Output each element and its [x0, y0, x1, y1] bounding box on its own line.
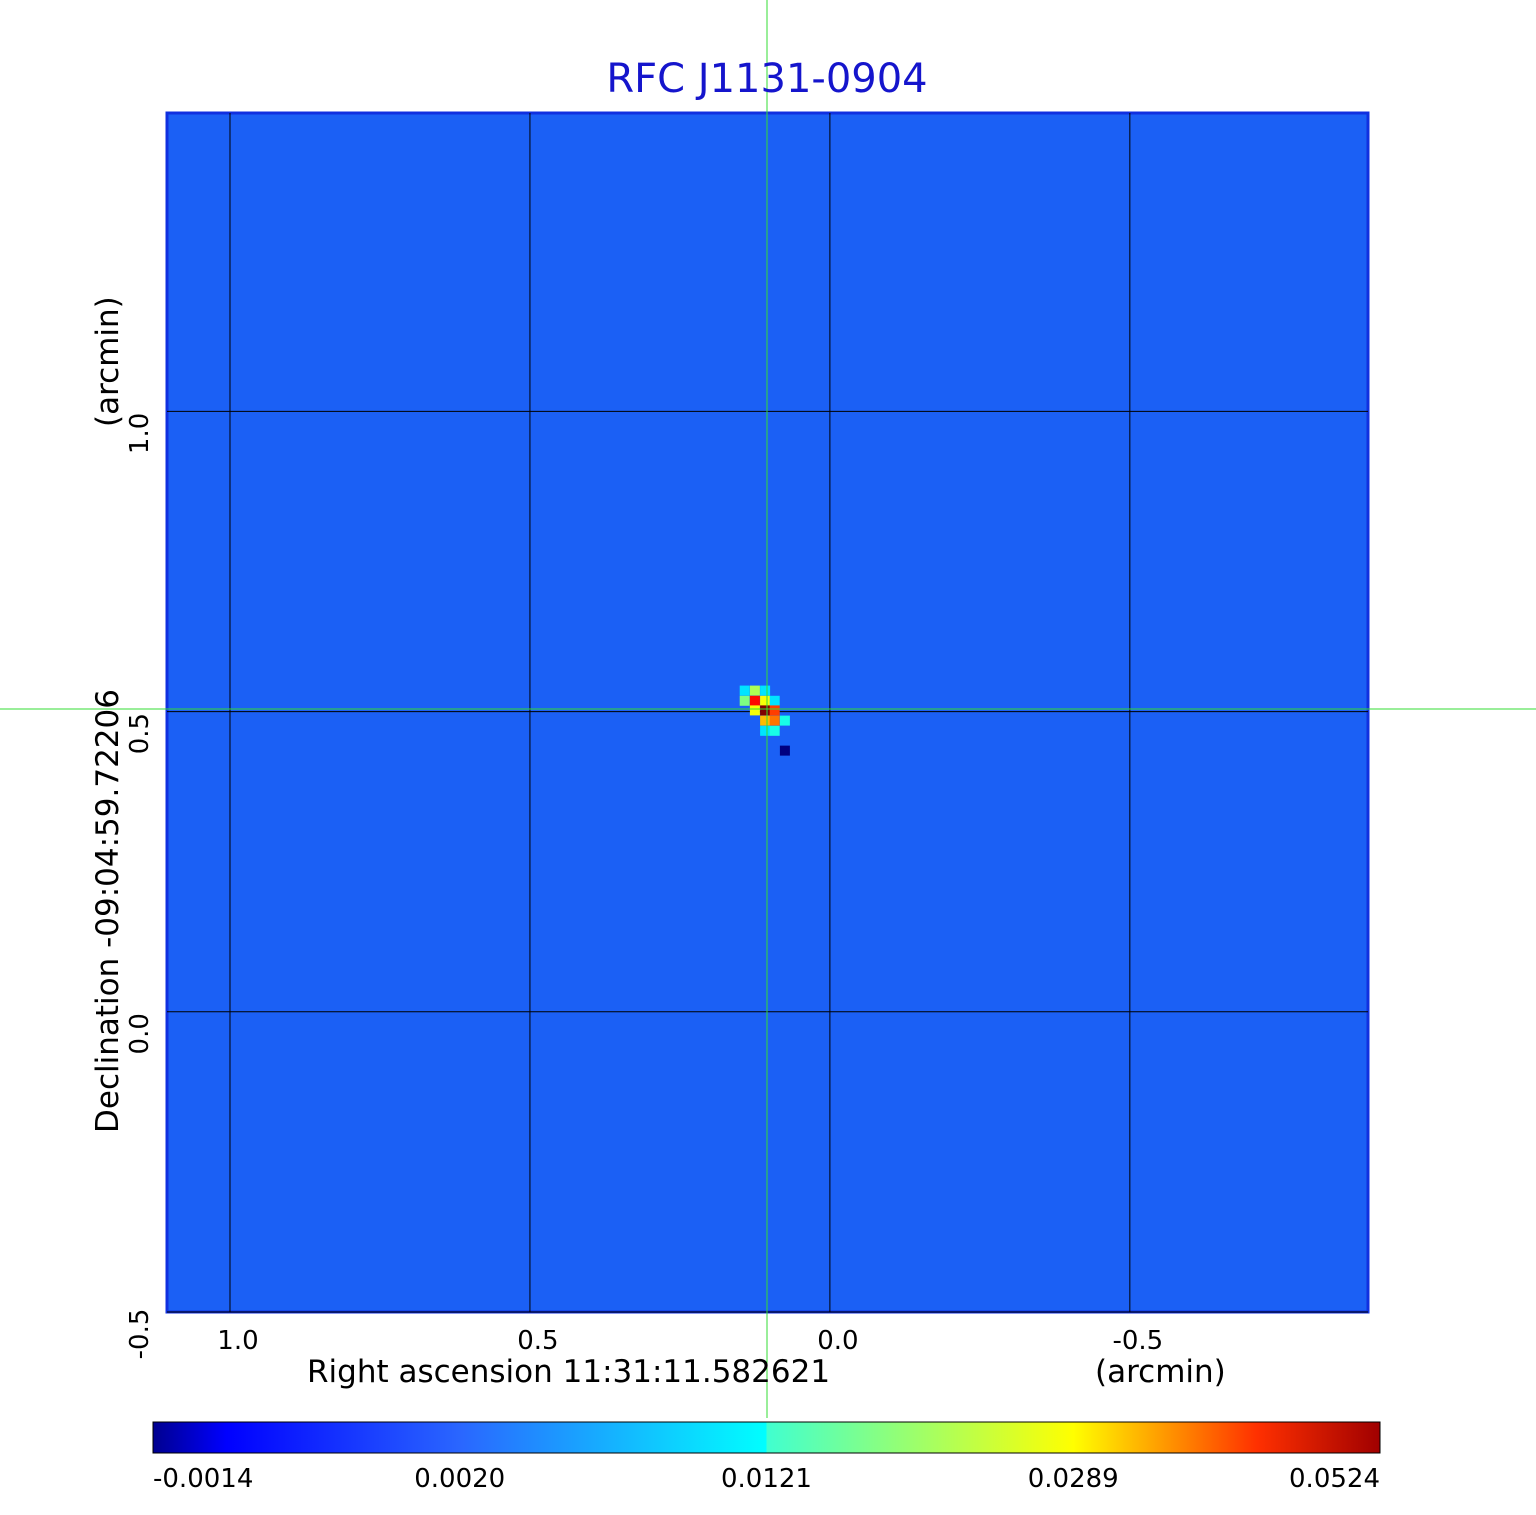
y-tick-label: 0.0	[125, 1013, 155, 1054]
image-pixel	[760, 705, 771, 716]
image-pixel	[769, 705, 780, 716]
image-pixel	[760, 695, 771, 706]
image-pixel	[779, 745, 790, 756]
image-pixel	[749, 685, 760, 696]
image-pixel	[739, 685, 750, 696]
colorbar-tick-label: 0.0524	[1289, 1464, 1380, 1494]
image-pixel	[769, 715, 780, 726]
x-axis-label: Right ascension 11:31:11.582621	[307, 1354, 830, 1390]
image-pixel	[749, 705, 760, 716]
y-axis-unit: (arcmin)	[90, 296, 126, 427]
y-axis-label: Declination -09:04:59.72206	[90, 689, 126, 1133]
chart-title: RFC J1131-0904	[606, 56, 927, 102]
image-pixel	[769, 695, 780, 706]
x-tick-label: 1.0	[217, 1326, 258, 1356]
colorbar-tick-label: 0.0289	[1028, 1464, 1119, 1494]
colorbar-tick-label: 0.0020	[414, 1464, 505, 1494]
x-tick-label: 0.0	[817, 1326, 858, 1356]
y-tick-label: 1.0	[125, 413, 155, 454]
x-tick-label: -0.5	[1112, 1326, 1163, 1356]
colorbar-tick-label: -0.0014	[153, 1464, 253, 1494]
x-axis-unit: (arcmin)	[1095, 1354, 1226, 1390]
y-tick-label: -0.5	[125, 1309, 155, 1360]
image-pixel	[739, 695, 750, 706]
image-pixel	[779, 715, 790, 726]
y-tick-label: 0.5	[125, 713, 155, 754]
image-pixel	[760, 685, 771, 696]
image-pixel	[769, 725, 780, 736]
colorbar-tick-label: 0.0121	[721, 1464, 812, 1494]
x-tick-label: 0.5	[517, 1326, 558, 1356]
image-pixel	[760, 725, 771, 736]
image-pixel	[760, 715, 771, 726]
image-pixel	[749, 695, 760, 706]
colorbar	[152, 1421, 1381, 1454]
